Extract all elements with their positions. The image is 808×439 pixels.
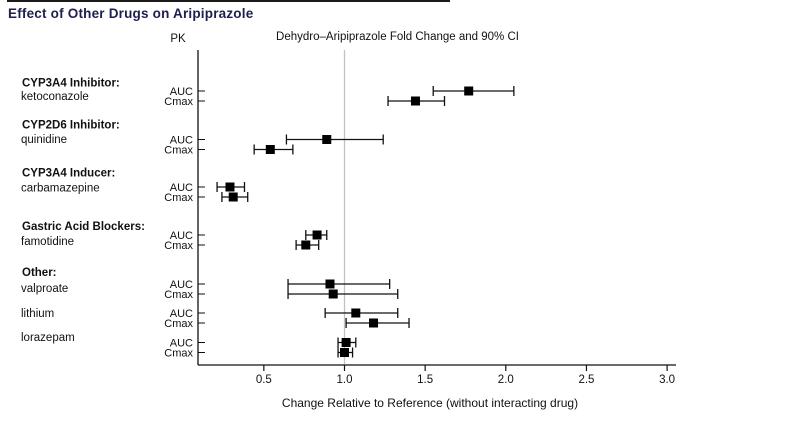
drug-label: famotidine bbox=[21, 236, 74, 248]
pk-row-label: Cmax bbox=[164, 145, 193, 157]
x-tick-label: 3.0 bbox=[659, 374, 675, 386]
pk-row-label: Cmax bbox=[164, 240, 193, 252]
pk-row-label: AUC bbox=[170, 279, 193, 291]
point-marker bbox=[328, 289, 338, 299]
x-axis-title: Change Relative to Reference (without in… bbox=[281, 396, 579, 410]
point-marker bbox=[312, 230, 322, 240]
point-marker bbox=[228, 192, 238, 202]
ci-column-header: Dehydro–Aripiprazole Fold Change and 90%… bbox=[276, 31, 519, 43]
point-marker bbox=[410, 96, 420, 106]
drug-label: quinidine bbox=[21, 134, 67, 146]
group-label: Other: bbox=[22, 267, 57, 279]
point-marker bbox=[369, 318, 379, 328]
group-label: CYP2D6 Inhibitor: bbox=[22, 120, 120, 132]
point-marker bbox=[265, 145, 275, 154]
group-label: CYP3A4 Inducer: bbox=[22, 168, 115, 180]
group-label: Gastric Acid Blockers: bbox=[22, 221, 145, 233]
x-tick-label: 2.0 bbox=[498, 374, 514, 386]
pk-row-label: AUC bbox=[170, 182, 193, 194]
x-tick-label: 2.5 bbox=[578, 374, 594, 386]
pk-row-label: Cmax bbox=[164, 348, 193, 360]
group-label: CYP3A4 Inhibitor: bbox=[22, 78, 120, 90]
x-tick-label: 0.5 bbox=[256, 374, 272, 386]
drug-label: lithium bbox=[21, 308, 54, 320]
drug-label: lorazepam bbox=[21, 332, 75, 344]
pk-row-label: Cmax bbox=[164, 318, 193, 330]
pk-row-label: AUC bbox=[170, 338, 193, 350]
point-marker bbox=[351, 308, 361, 318]
point-marker bbox=[322, 135, 332, 144]
figure-title: Effect of Other Drugs on Aripiprazole bbox=[8, 6, 254, 21]
x-tick-label: 1.0 bbox=[337, 374, 353, 386]
pk-row-label: AUC bbox=[170, 86, 193, 98]
point-marker bbox=[225, 182, 235, 192]
point-marker bbox=[341, 338, 351, 347]
pk-row-label: AUC bbox=[170, 230, 193, 242]
pk-row-label: AUC bbox=[170, 308, 193, 320]
pk-column-header: PK bbox=[170, 33, 186, 45]
point-marker bbox=[325, 279, 335, 289]
drug-label: valproate bbox=[21, 283, 68, 295]
point-marker bbox=[301, 240, 311, 250]
top-border-line bbox=[7, 0, 450, 2]
pk-row-label: Cmax bbox=[164, 96, 193, 108]
point-marker bbox=[340, 348, 349, 357]
pk-row-label: AUC bbox=[170, 135, 193, 147]
pk-row-label: Cmax bbox=[164, 289, 193, 301]
drug-label: ketoconazole bbox=[21, 91, 89, 103]
pk-row-label: Cmax bbox=[164, 192, 193, 204]
x-tick-label: 1.5 bbox=[417, 374, 433, 386]
point-marker bbox=[464, 86, 474, 96]
drug-label: carbamazepine bbox=[21, 183, 100, 195]
